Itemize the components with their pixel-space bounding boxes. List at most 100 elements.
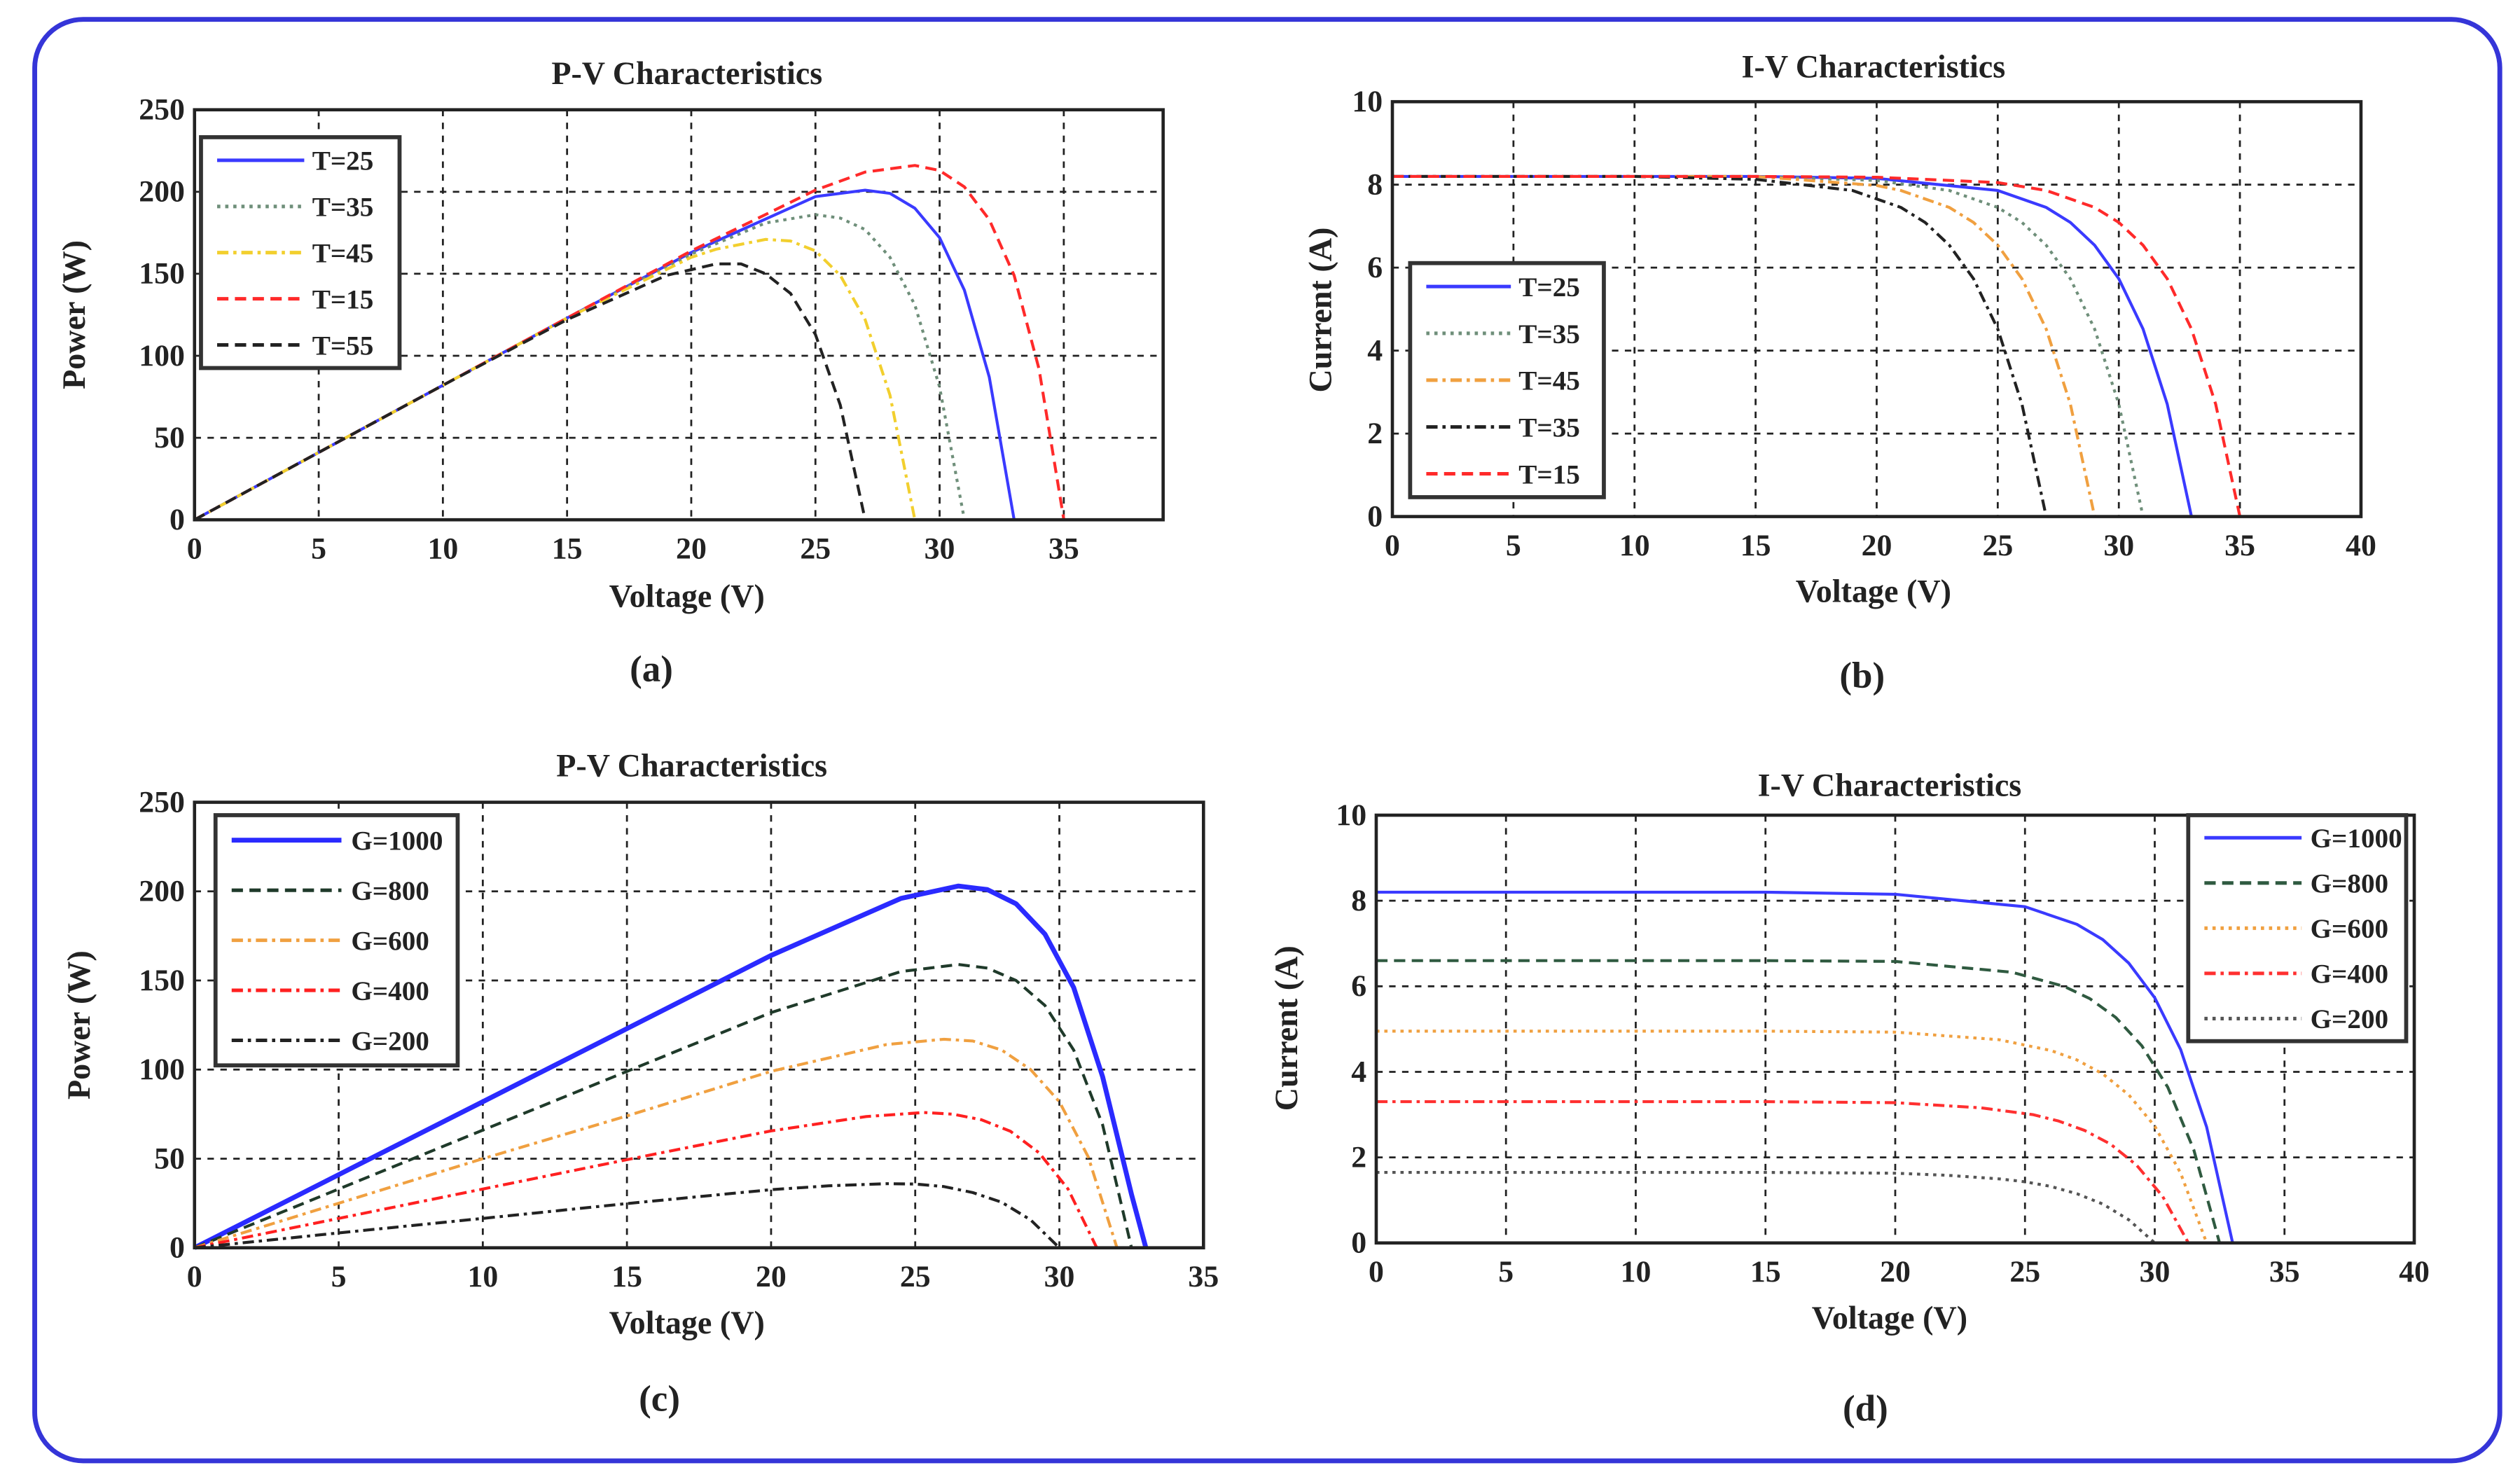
y-tick-label: 8	[1351, 884, 1366, 917]
y-axis-label: Power (W)	[56, 240, 92, 389]
y-tick-label: 6	[1351, 969, 1366, 1003]
x-tick-label: 15	[552, 532, 583, 566]
x-tick-label: 20	[1862, 529, 1892, 562]
x-axis-label: Voltage (V)	[1812, 1300, 1967, 1336]
y-tick-label: 250	[139, 93, 185, 127]
legend-label: G=800	[2311, 869, 2389, 899]
x-tick-label: 35	[2269, 1255, 2300, 1289]
legend-label: T=35	[1518, 319, 1580, 349]
axes-frame	[1374, 813, 2416, 1245]
series-line-t-25	[193, 188, 1016, 522]
x-tick-label: 15	[1750, 1255, 1781, 1289]
x-axis-label: Voltage (V)	[1796, 574, 1951, 609]
legend: G=1000 G=800 G=600 G=400 G=200	[213, 813, 460, 1068]
legend-label: G=200	[2311, 1004, 2389, 1034]
legend-label: G=200	[351, 1026, 429, 1056]
x-tick-label: 40	[2399, 1255, 2430, 1289]
y-tick-label: 2	[1367, 417, 1383, 450]
x-axis-label: Voltage (V)	[609, 578, 765, 614]
x-tick-label: 25	[900, 1260, 931, 1294]
legend-label: T=25	[312, 146, 374, 176]
series-line-g-600	[1376, 1029, 2208, 1244]
y-tick-label: 6	[1367, 251, 1383, 284]
chart-title: I-V Characteristics	[1758, 767, 2022, 803]
x-tick-label: 0	[187, 1260, 202, 1294]
legend-label: G=1000	[351, 826, 443, 857]
x-tick-label: 30	[2103, 529, 2134, 562]
x-tick-label: 5	[311, 532, 326, 566]
y-tick-label: 50	[154, 421, 185, 455]
y-axis-label: Power (W)	[61, 950, 97, 1100]
y-tick-label: 200	[139, 875, 185, 908]
y-tick-label: 250	[139, 785, 185, 819]
chart-title: P-V Characteristics	[556, 748, 827, 784]
x-tick-label: 35	[1048, 532, 1079, 566]
x-tick-label: 5	[1506, 529, 1521, 562]
legend-label: T=35	[312, 193, 374, 223]
x-tick-label: 10	[427, 532, 458, 566]
x-tick-label: 10	[1621, 1255, 1652, 1289]
series-line-g-200	[194, 1182, 1060, 1249]
x-tick-label: 35	[1188, 1260, 1219, 1294]
panel-label: (d)	[1843, 1388, 1888, 1429]
legend-box	[2186, 813, 2409, 1043]
y-tick-label: 2	[1351, 1140, 1366, 1174]
y-tick-label: 200	[139, 175, 185, 209]
x-tick-label: 0	[1369, 1255, 1384, 1289]
series-line-t-45	[193, 237, 917, 522]
axes-frame	[1390, 99, 2363, 518]
chart-panel-c: 0 5 10 15 20 25 30 35 0 50 100 150 200 250 G=1000 G=800…	[61, 748, 1219, 1420]
y-tick-label: 10	[1352, 85, 1383, 118]
x-tick-label: 40	[2346, 529, 2376, 562]
legend-label: T=45	[1518, 366, 1580, 396]
chart-panel-d: 0 5 10 15 20 25 30 35 400246810G=1000G=800G=600G…	[1268, 767, 2430, 1429]
x-tick-label: 35	[2224, 529, 2255, 562]
axes-frame	[193, 800, 1205, 1250]
y-tick-label: 4	[1367, 333, 1383, 367]
x-tick-label: 30	[1044, 1260, 1075, 1294]
chart-title: P-V Characteristics	[551, 55, 822, 91]
legend-label: G=800	[351, 876, 429, 906]
y-axis-label: Current (A)	[1302, 228, 1338, 393]
chart-panel-b: 0 5 10 15 20 25 30 35 400246810T=25T=35T=45T=35T…	[1302, 49, 2376, 696]
series-line-t-15	[1392, 174, 2242, 518]
x-tick-label: 30	[2140, 1255, 2171, 1289]
x-tick-label: 20	[756, 1260, 787, 1294]
x-axis-label: Voltage (V)	[609, 1305, 765, 1340]
x-tick-label: 15	[1740, 529, 1771, 562]
y-tick-label: 0	[1367, 499, 1383, 533]
panel-label: (a)	[630, 649, 673, 690]
panel-label: (b)	[1839, 656, 1885, 696]
legend-label: T=45	[312, 239, 374, 269]
y-axis-label: Current (A)	[1268, 945, 1304, 1111]
legend: T=25 T=35 T=45 T=15 T=55	[199, 135, 402, 370]
y-tick-label: 150	[139, 257, 185, 291]
legend-label: G=600	[2311, 914, 2389, 944]
x-tick-label: 0	[187, 532, 202, 566]
y-tick-label: 100	[139, 339, 185, 373]
y-tick-label: 8	[1367, 168, 1383, 202]
y-tick-label: 100	[139, 1053, 185, 1086]
series-line-g-400	[1376, 1100, 2190, 1244]
x-tick-label: 25	[2009, 1255, 2040, 1289]
x-tick-label: 25	[800, 532, 831, 566]
y-tick-label: 0	[1351, 1226, 1366, 1260]
legend-label: G=400	[2311, 959, 2389, 990]
x-tick-label: 15	[611, 1260, 642, 1294]
y-tick-label: 50	[154, 1142, 185, 1175]
x-tick-label: 5	[1498, 1255, 1514, 1289]
y-tick-label: 0	[169, 1231, 185, 1265]
x-tick-label: 20	[1880, 1255, 1911, 1289]
x-tick-label: 25	[1982, 529, 2013, 562]
x-tick-label: 5	[331, 1260, 347, 1294]
x-tick-label: 10	[1619, 529, 1650, 562]
y-tick-label: 150	[139, 964, 185, 997]
x-tick-label: 10	[467, 1260, 498, 1294]
series-line-t-35	[193, 213, 967, 522]
x-tick-label: 20	[676, 532, 707, 566]
series-line-g-1000	[193, 883, 1149, 1250]
legend-label: G=400	[351, 976, 429, 1006]
x-tick-label: 0	[1385, 529, 1400, 562]
series-line-g-200	[1376, 1170, 2156, 1244]
